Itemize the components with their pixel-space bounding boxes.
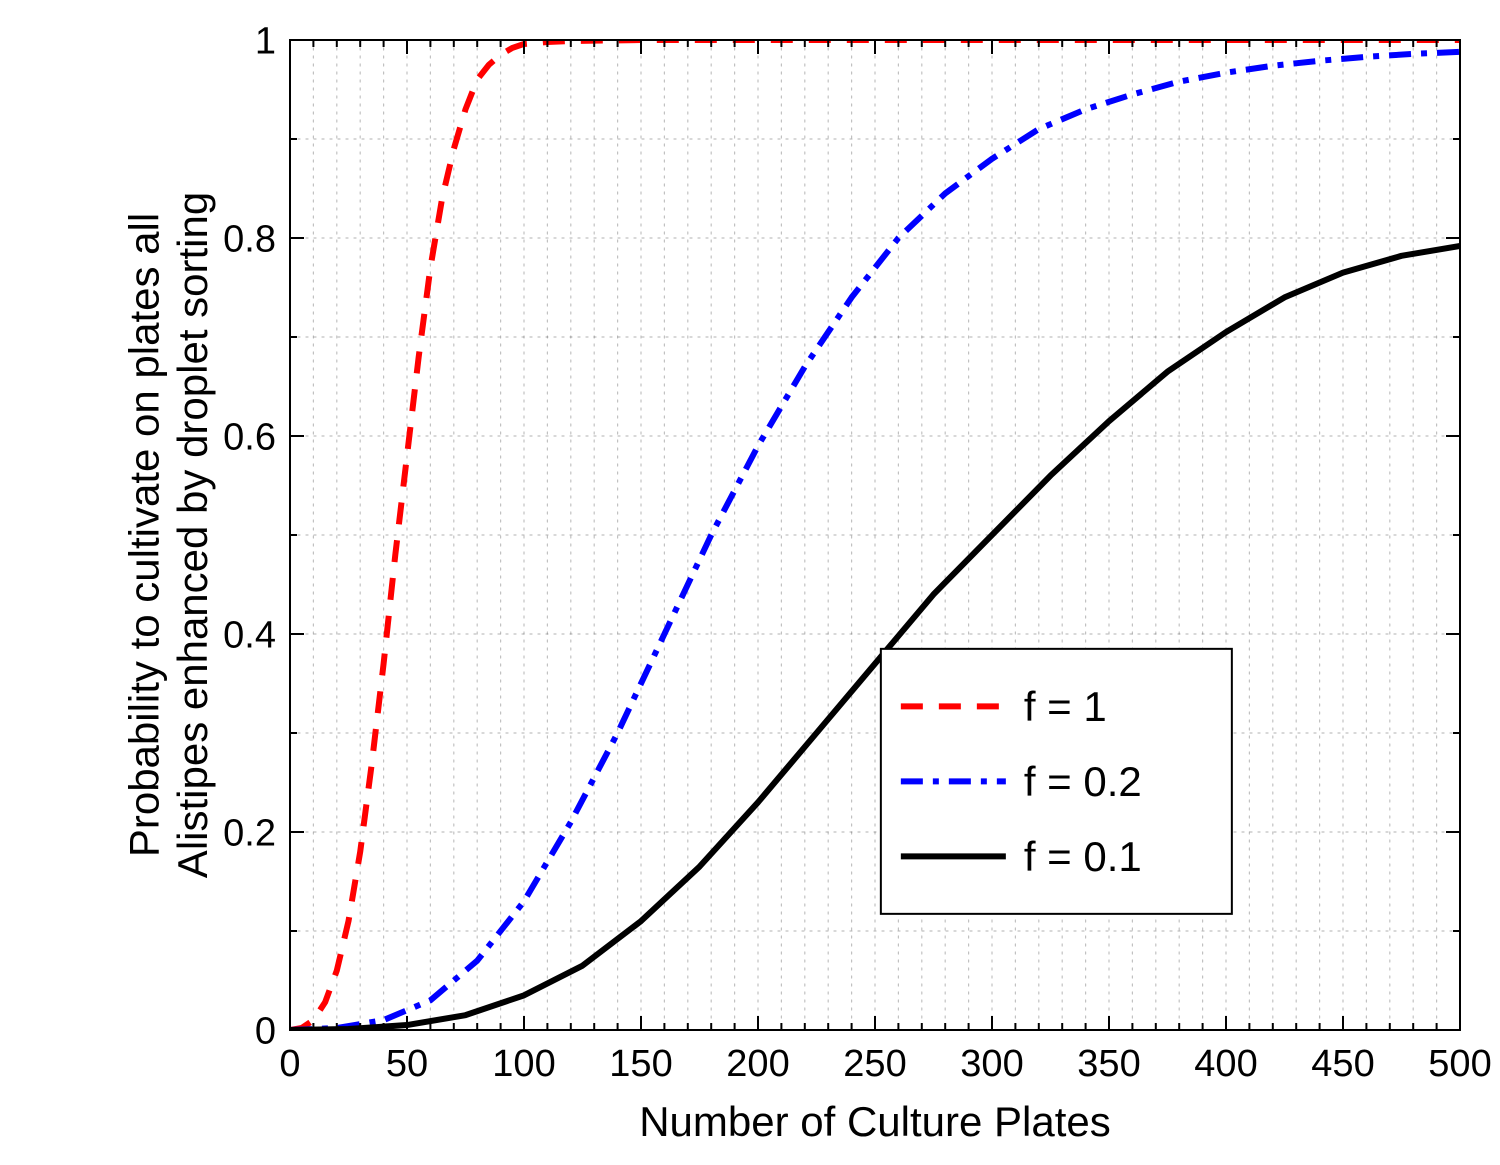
- y-axis-label: Probability to cultivate on plates allAl…: [121, 192, 216, 878]
- ytick-label: 0.4: [223, 614, 276, 656]
- xtick-label: 0: [279, 1043, 300, 1085]
- legend-label: f = 0.2: [1024, 758, 1142, 805]
- xtick-label: 400: [1194, 1043, 1257, 1085]
- xtick-label: 450: [1311, 1043, 1374, 1085]
- xtick-label: 100: [492, 1043, 555, 1085]
- xtick-label: 50: [386, 1043, 428, 1085]
- chart-container: 0 50 100 150 200 250 300 350 400 450 500 0 0.2 0.4 0.6…: [0, 0, 1500, 1165]
- ytick-label: 0.6: [223, 416, 276, 458]
- legend-label: f = 1: [1024, 683, 1107, 730]
- legend-label: f = 0.1: [1024, 833, 1142, 880]
- xtick-label: 250: [843, 1043, 906, 1085]
- xtick-label: 200: [726, 1043, 789, 1085]
- ytick-label: 0: [255, 1010, 276, 1052]
- legend: f = 1 f = 0.2 f = 0.1: [881, 649, 1232, 914]
- ytick-label: 0.8: [223, 218, 276, 260]
- xtick-label: 350: [1077, 1043, 1140, 1085]
- xtick-label: 150: [609, 1043, 672, 1085]
- ytick-label: 1: [255, 20, 276, 62]
- xtick-label: 500: [1428, 1043, 1491, 1085]
- x-axis-label: Number of Culture Plates: [639, 1098, 1111, 1145]
- xtick-label: 300: [960, 1043, 1023, 1085]
- ytick-label: 0.2: [223, 812, 276, 854]
- line-chart: 0 50 100 150 200 250 300 350 400 450 500 0 0.2 0.4 0.6…: [0, 0, 1500, 1165]
